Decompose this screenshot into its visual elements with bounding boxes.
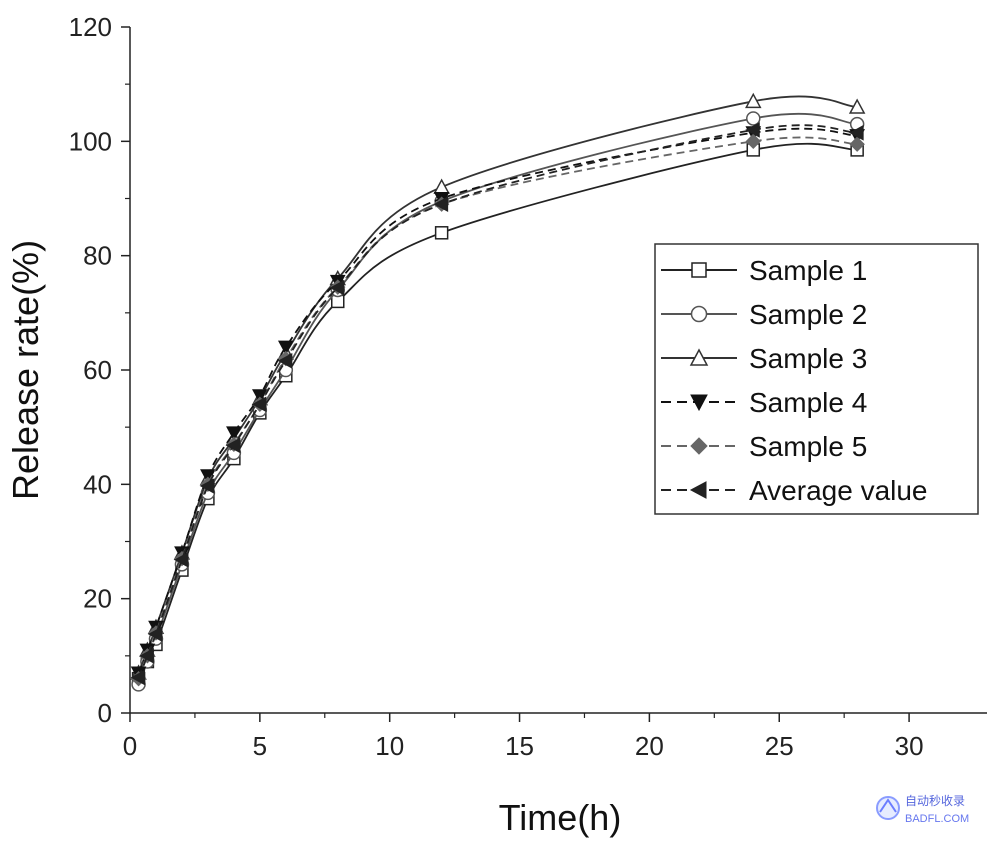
data-point	[745, 133, 761, 150]
data-point	[199, 478, 215, 494]
watermark: 自动秒收录 BADFL.COM	[876, 794, 969, 825]
data-point	[848, 98, 866, 114]
legend-item: Sample 2	[661, 299, 867, 330]
data-point	[130, 669, 146, 686]
legend-label: Sample 1	[749, 255, 867, 286]
legend-item: Sample 1	[661, 255, 867, 286]
x-tick-label: 0	[123, 731, 137, 761]
legend-marker	[689, 348, 709, 366]
x-axis-title: Time(h)	[499, 797, 622, 838]
legend-marker	[690, 437, 708, 455]
legend-marker	[690, 394, 708, 412]
legend-marker	[691, 262, 707, 278]
y-tick-label: 40	[83, 469, 112, 499]
x-tick-label: 25	[765, 731, 794, 761]
watermark-text-cn: 自动秒收录	[905, 794, 965, 808]
data-point	[252, 389, 268, 404]
y-tick-label: 20	[83, 584, 112, 614]
legend-box	[654, 243, 979, 515]
y-tick-label: 120	[69, 12, 112, 42]
data-point	[251, 396, 267, 413]
data-point	[745, 92, 762, 109]
data-point	[433, 178, 450, 194]
x-tick-label: 5	[253, 731, 267, 761]
legend-marker	[689, 481, 707, 499]
x-tick-label: 10	[375, 731, 404, 761]
data-point	[329, 279, 345, 296]
y-tick-label: 80	[83, 241, 112, 271]
data-point	[173, 551, 189, 568]
series-6	[130, 122, 864, 686]
data-point	[434, 226, 449, 240]
legend-item: Sample 5	[661, 431, 867, 462]
legend-marker	[690, 305, 708, 323]
legend-label: Average value	[749, 475, 928, 506]
y-tick-label: 60	[83, 355, 112, 385]
legend: Sample 1 Sample 2 Sample 3 Sample 4 Sample 5…	[654, 243, 979, 515]
watermark-logo-icon	[876, 796, 900, 820]
legend-label: Sample 2	[749, 299, 867, 330]
watermark-text-en: BADFL.COM	[905, 813, 969, 825]
data-point	[433, 196, 449, 213]
data-point	[745, 122, 760, 138]
data-point	[226, 426, 242, 441]
data-point	[849, 136, 865, 152]
legend-label: Sample 4	[749, 387, 867, 418]
series-layer	[130, 92, 866, 692]
legend-label: Sample 3	[749, 343, 867, 374]
legend-item: Sample 3	[661, 343, 867, 374]
legend-item: Sample 4	[661, 387, 867, 418]
y-tick-label: 0	[98, 698, 112, 728]
axes: 0 5 10 15 20 25 30 0 20 40 60 80 100 120	[69, 12, 987, 761]
y-axis-title: Release rate(%)	[5, 240, 46, 500]
data-point	[225, 437, 241, 454]
data-point	[849, 124, 864, 141]
data-point	[746, 111, 761, 126]
data-point	[147, 626, 163, 642]
legend-label: Sample 5	[749, 431, 867, 462]
x-tick-label: 20	[635, 731, 664, 761]
legend-item: Average value	[661, 475, 928, 506]
data-point	[277, 340, 294, 356]
x-tick-label: 30	[895, 731, 924, 761]
x-tick-label: 15	[505, 731, 534, 761]
data-point	[277, 353, 293, 369]
y-tick-label: 100	[69, 126, 112, 156]
data-point	[139, 647, 154, 664]
